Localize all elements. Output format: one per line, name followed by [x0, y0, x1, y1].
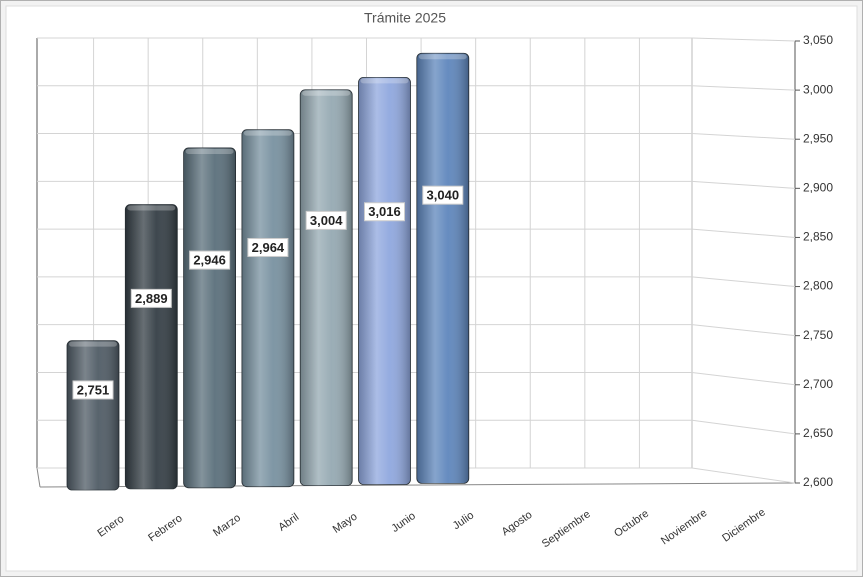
bar-shine [358, 77, 411, 485]
value-label: 3,004 [310, 213, 343, 228]
bar-shine [300, 89, 353, 486]
y-tick-label: 3,000 [803, 82, 833, 96]
grid-line-side [691, 133, 796, 140]
value-label: 3,040 [427, 188, 460, 203]
bar-cap [243, 130, 292, 136]
grid-line-side [691, 467, 796, 484]
y-tick-label: 2,650 [803, 426, 833, 440]
grid-line-side [691, 37, 796, 42]
y-tick-label: 2,600 [803, 475, 833, 489]
value-label-box [247, 237, 289, 257]
y-tick-label: 2,800 [803, 279, 833, 293]
value-label-box [422, 185, 464, 205]
y-tick-label: 2,850 [803, 230, 833, 244]
value-label: 2,889 [135, 291, 168, 306]
y-tick-label: 2,750 [803, 328, 833, 342]
value-label: 2,946 [193, 253, 226, 268]
grid-line-side [691, 180, 796, 189]
value-label: 3,016 [368, 204, 401, 219]
grid-line-side [691, 324, 796, 337]
bar-shine [125, 204, 178, 489]
y-tick-label: 2,950 [803, 131, 833, 145]
bar-shine [67, 340, 119, 490]
bar-shine [183, 147, 236, 488]
grid-line-side [691, 276, 796, 288]
bar-cap [418, 54, 467, 60]
grid-line-side [691, 85, 796, 91]
value-label: 2,964 [252, 240, 285, 255]
bar-shine [416, 53, 469, 484]
value-label-box [130, 288, 172, 308]
bar-cap [127, 205, 176, 211]
bar-cap [185, 148, 234, 154]
chart-title: Trámite 2025 [364, 10, 446, 26]
grid-line-side [691, 228, 796, 238]
y-tick-label: 3,050 [803, 33, 833, 47]
bar-shine [241, 129, 294, 487]
bar-cap [69, 341, 117, 347]
floor-left [36, 467, 41, 488]
value-label-box [305, 210, 347, 230]
y-tick-label: 2,900 [803, 181, 833, 195]
bar-cap [302, 90, 351, 96]
y-tick-label: 2,700 [803, 377, 833, 391]
grid-line-side [691, 371, 796, 386]
bar-cap [360, 78, 409, 84]
value-label-box [72, 380, 114, 400]
value-label: 2,751 [77, 382, 110, 397]
value-label-box [189, 250, 231, 270]
grid-line-side [691, 419, 796, 435]
value-label-box [364, 202, 405, 222]
